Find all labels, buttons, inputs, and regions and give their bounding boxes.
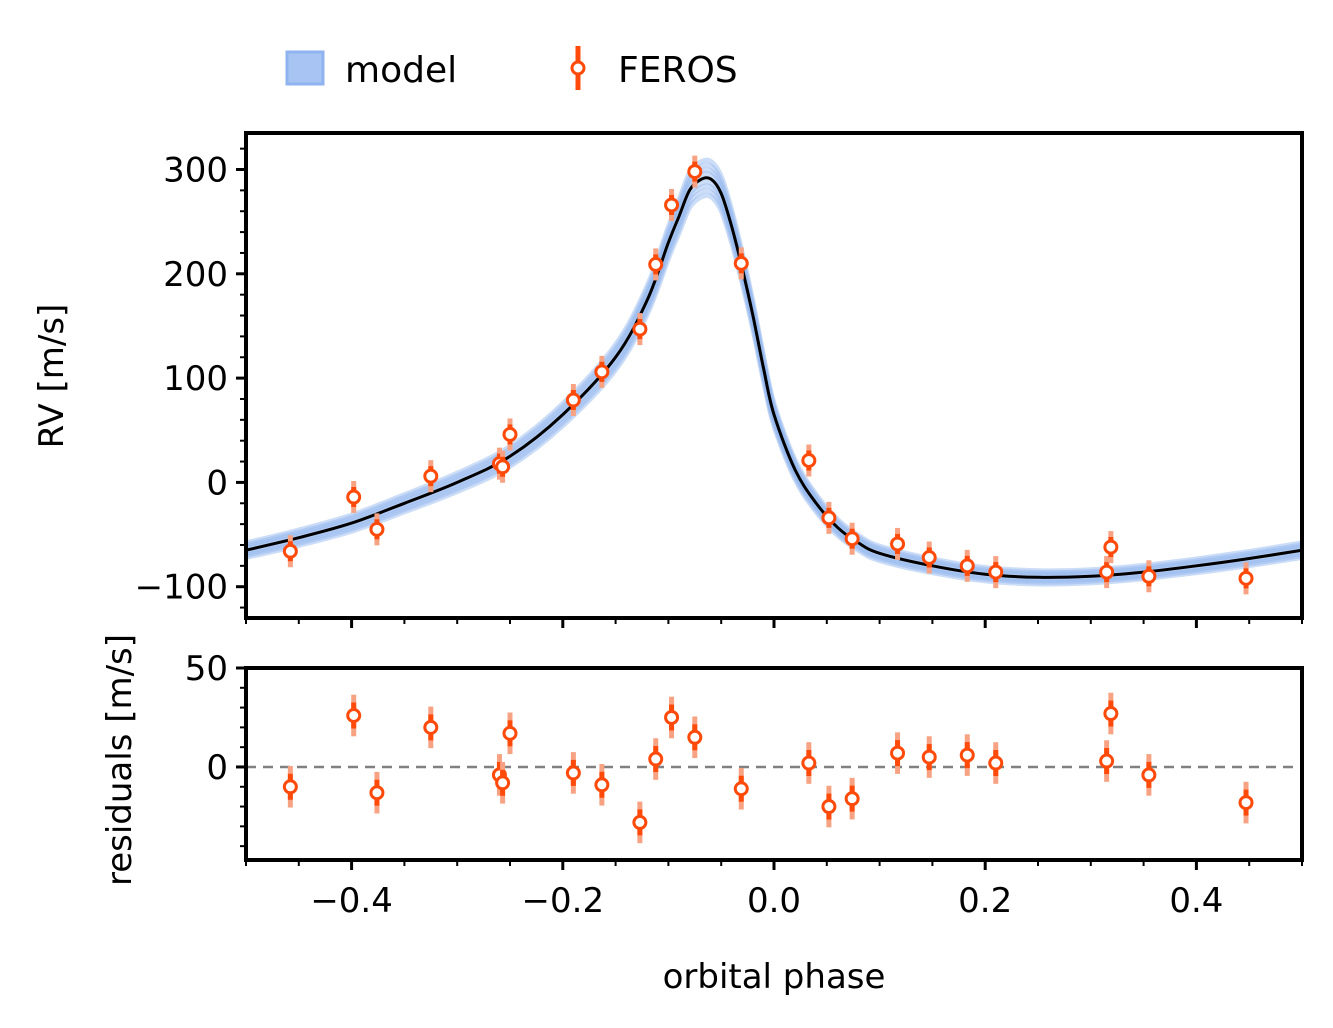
- feros-point-1: [346, 481, 362, 514]
- residual-point-17: [890, 732, 906, 774]
- residuals-panel: 0 50 −0.4 −0.2 0.0 0.2 0.4 residuals [m/s] or…: [100, 634, 1304, 997]
- feros-point-12: [687, 155, 703, 188]
- rv-y-tick-label-2: 100: [163, 359, 228, 399]
- feros-point-6: [502, 418, 518, 451]
- rv-y-axis: −100 0 100 200 300: [135, 147, 246, 609]
- feros-point-20: [988, 556, 1004, 589]
- feros-point-10: [648, 248, 664, 281]
- feros-point-5: [495, 450, 511, 483]
- model-band-curve-3: [246, 171, 1302, 579]
- x-tick-label-3: 0.2: [958, 881, 1012, 921]
- legend: model FEROS: [285, 46, 738, 91]
- feros-point-14: [801, 444, 817, 477]
- residual-point-3: [423, 706, 439, 749]
- residual-point-11: [664, 696, 680, 739]
- residuals-y-label: residuals [m/s]: [100, 634, 140, 886]
- model-line: [246, 176, 1302, 579]
- feros-point-22: [1103, 531, 1119, 564]
- x-axis-label: orbital phase: [663, 957, 886, 997]
- x-tick-label-1: −0.2: [522, 881, 605, 921]
- residuals-x-axis: −0.4 −0.2 0.0 0.2 0.4: [245, 860, 1303, 921]
- model-band-curve-4: [246, 179, 1302, 582]
- residuals-y-tick-label-1: 50: [185, 649, 228, 689]
- residual-point-10: [648, 738, 664, 780]
- feros-point-16: [844, 522, 860, 555]
- rv-y-tick-label-3: 200: [163, 255, 228, 295]
- legend-label-feros: FEROS: [618, 50, 738, 91]
- feros-point-7: [565, 384, 581, 417]
- x-tick-label-4: 0.4: [1169, 881, 1223, 921]
- residual-point-23: [1141, 754, 1157, 796]
- legend-label-model: model: [345, 50, 457, 91]
- residuals-panel-frame: [244, 666, 1304, 862]
- feros-point-19: [959, 549, 975, 582]
- residual-point-20: [988, 742, 1004, 784]
- feros-points: [282, 155, 1254, 595]
- residual-point-18: [921, 736, 937, 778]
- residual-point-1: [346, 694, 362, 737]
- feros-point-2: [369, 513, 385, 546]
- residual-point-19: [959, 734, 975, 776]
- rv-y-label: RV [m/s]: [32, 304, 72, 449]
- residuals-y-tick-label-0: 0: [206, 748, 228, 788]
- residual-points: [282, 692, 1254, 844]
- residual-point-6: [502, 712, 518, 755]
- feros-point-8: [594, 355, 610, 388]
- model-band: [246, 157, 1302, 587]
- x-tick-label-0: −0.4: [310, 881, 393, 921]
- residual-point-7: [565, 752, 581, 794]
- model-band-curve-6: [246, 188, 1302, 585]
- residual-point-2: [369, 771, 385, 814]
- feros-point-21: [1099, 556, 1115, 589]
- residuals-y-axis: 0 50: [185, 649, 246, 848]
- rv-panel-frame: [244, 131, 1304, 620]
- residual-point-21: [1099, 740, 1115, 782]
- feros-point-18: [921, 541, 937, 574]
- feros-point-24: [1238, 562, 1254, 595]
- feros-point-13: [733, 247, 749, 280]
- feros-point-11: [664, 188, 680, 221]
- rv-panel: −100 0 100 200 300 RV [m/s]: [32, 131, 1304, 628]
- residual-point-13: [733, 767, 749, 810]
- residual-point-15: [821, 785, 837, 828]
- residual-point-22: [1103, 692, 1119, 735]
- residual-point-8: [594, 763, 610, 806]
- legend-swatch-feros: [570, 46, 586, 90]
- model-band-curve-5: [246, 183, 1302, 583]
- feros-point-0: [282, 535, 298, 568]
- rv-y-tick-label-0: −100: [135, 568, 228, 608]
- residual-point-0: [282, 765, 298, 808]
- model-band-curve-7: [246, 192, 1302, 587]
- rv-y-tick-label-4: 300: [163, 151, 228, 191]
- feros-point-15: [821, 501, 837, 534]
- residual-point-16: [844, 777, 860, 820]
- residual-point-9: [632, 801, 648, 844]
- feros-point-9: [632, 313, 648, 346]
- rv-x-axis: [245, 618, 1303, 628]
- residual-point-5: [495, 762, 511, 804]
- feros-point-23: [1141, 560, 1157, 593]
- legend-swatch-model: [285, 50, 325, 86]
- rv-y-tick-label-1: 0: [206, 463, 228, 503]
- feros-point-3: [423, 460, 439, 493]
- residual-point-14: [801, 742, 817, 784]
- x-tick-label-2: 0.0: [747, 881, 801, 921]
- feros-point-17: [890, 527, 906, 560]
- residual-point-24: [1238, 781, 1254, 824]
- residual-point-12: [687, 716, 703, 759]
